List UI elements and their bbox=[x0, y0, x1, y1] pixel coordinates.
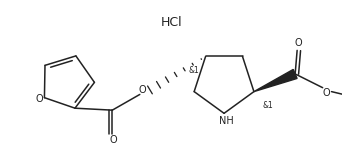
Text: &1: &1 bbox=[262, 101, 273, 110]
Text: O: O bbox=[294, 39, 302, 49]
Text: O: O bbox=[36, 94, 43, 104]
Text: O: O bbox=[139, 85, 147, 95]
Text: &1: &1 bbox=[188, 66, 199, 75]
Text: NH: NH bbox=[219, 116, 233, 126]
Text: HCl: HCl bbox=[161, 17, 183, 30]
Text: O: O bbox=[323, 88, 331, 98]
Text: O: O bbox=[109, 135, 117, 145]
Polygon shape bbox=[254, 69, 297, 92]
